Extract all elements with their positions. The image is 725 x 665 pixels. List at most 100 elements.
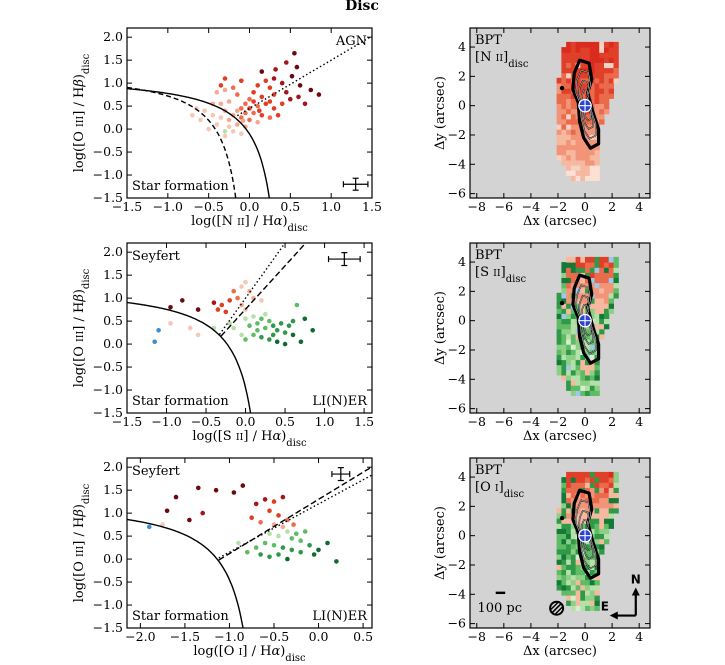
map-pixel [608,77,614,84]
map-pixel [575,124,581,130]
data-point [294,64,300,70]
map-pixel [570,328,577,335]
x-tick-label: 0.0 [236,414,256,429]
map-pixel [594,77,600,84]
map-pixel [608,277,614,284]
map-pixel [589,175,596,181]
x-axis-label: log([S II] / Hα)disc [192,429,307,449]
map-pixel [570,333,577,340]
map-pixel [604,98,610,104]
map-pixel [566,77,572,84]
map-pixel [613,267,619,273]
x-tick-label: 4 [635,414,643,429]
map-pixel [561,93,567,99]
map-pixel [589,262,596,268]
data-point [262,540,268,546]
map-pixel [589,595,596,601]
y-axis-label: log([O III] / Hβ)disc [72,483,92,602]
map-pixel [599,303,605,309]
map-pixel [566,513,572,519]
map-pixel [570,134,577,140]
error-bar [327,252,361,267]
map-pixel [575,292,581,299]
map-pixel [594,98,600,104]
map-pixel [556,579,562,586]
map-pixel [575,374,581,381]
annotation: Star formation [132,609,229,624]
y-tick-label: −4 [448,371,466,386]
map-pixel [585,559,591,565]
map-pixel [599,52,605,58]
map-pixel [556,313,562,319]
data-point [215,307,221,312]
x-tick-label: 0.5 [280,199,300,214]
map-pixel [585,497,591,504]
map-pixel [556,538,562,545]
data-point [255,103,260,109]
map-pixel [608,41,614,48]
map-pixel [580,385,586,391]
y-tick-label: −2 [448,557,466,572]
contour-knot [559,300,565,306]
data-point [251,110,256,116]
y-tick-label: 0.0 [103,121,123,136]
map-pixel [575,507,581,514]
map-pixel [570,584,577,591]
map-pixel [594,308,600,314]
y-axis-label: log([O III] / Hβ)disc [72,268,92,387]
map-pixel [566,349,572,355]
data-point [296,94,301,100]
data-point [279,80,285,86]
data-point [275,113,281,118]
map-pixel [566,364,572,371]
map-pixel [580,118,586,125]
map-pixel [608,492,614,499]
map-pixel [566,113,572,120]
map-pixel [585,292,591,299]
map-pixel [570,282,577,289]
beam-icon [550,601,559,611]
map-pixel [566,57,572,63]
map-pixel [570,175,577,181]
map-pixel [594,277,600,284]
map-pixel [594,267,600,273]
map-pixel [556,513,562,519]
map-pixel [570,559,577,565]
figure-title: Disc [345,0,379,14]
map-pixel [566,41,572,48]
map-pixel [566,543,572,550]
map-pixel [594,528,600,534]
map-pixel [556,108,562,115]
map-pixel [566,502,572,509]
map-pixel [575,298,581,304]
x-tick-label: 0 [581,199,589,214]
data-point [271,106,277,111]
map-pixel [561,62,567,69]
map-pixel [599,118,605,125]
data-point [271,92,277,97]
map-pixel [580,62,586,69]
map-pixel [594,154,600,161]
map-pixel [561,108,567,115]
data-point [195,332,201,338]
y-tick-label: 2 [458,68,466,83]
map-pixel [589,482,596,488]
data-point [243,124,248,130]
panel-label: BPT [475,463,502,478]
map-pixel [589,282,596,289]
data-point [325,540,330,546]
map-pixel [561,277,567,284]
map-pixel [575,523,581,529]
panel-sublabel: [O I]disc [475,480,524,500]
map-pixel [589,159,596,166]
data-point [270,332,276,338]
map-pixel [575,154,581,161]
data-point [282,341,288,347]
map-pixel [561,528,567,534]
map-pixel [580,154,586,161]
y-tick-label: 1.5 [103,267,123,282]
data-point [289,73,295,79]
map-pixel [594,497,600,504]
map-pixel [561,589,567,596]
map-pixel [613,282,619,289]
